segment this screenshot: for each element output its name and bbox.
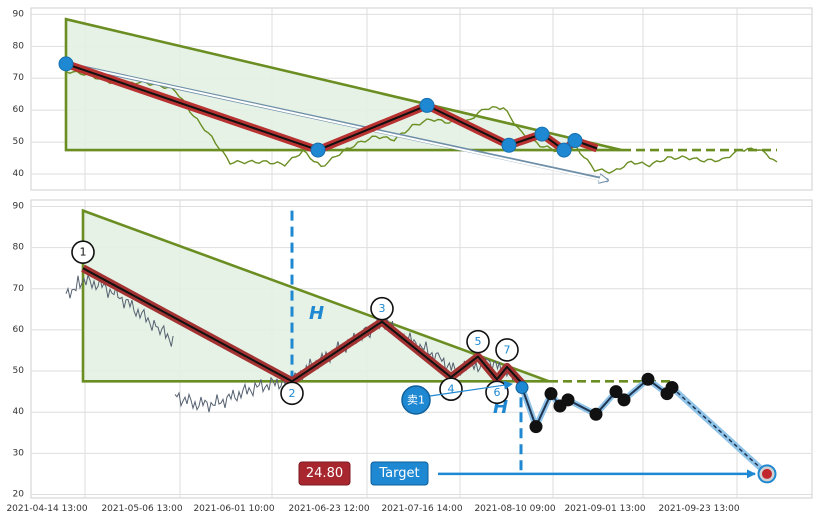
bottom-y-tick-label: 90 xyxy=(13,201,25,211)
pattern-point-circle xyxy=(280,381,304,406)
bottom-panel: 20 30 40 50 60 70 80 90 2021-04-14 13:00 2021-05… xyxy=(6,199,813,514)
top-pattern-points xyxy=(58,56,583,158)
sell-signal-label: 卖1 xyxy=(407,394,425,407)
top-y-tick-label: 40 xyxy=(13,169,25,179)
target-label-badge: Target xyxy=(370,461,429,486)
pattern-point-circle xyxy=(439,377,463,402)
x-tick-label: 2021-06-01 10:00 xyxy=(193,504,274,514)
top-pattern-point xyxy=(556,142,572,158)
pattern-point-circle xyxy=(466,329,490,354)
bottom-y-tick-label: 60 xyxy=(13,325,25,335)
forward-path-point xyxy=(589,407,603,421)
pattern-point-circle xyxy=(71,240,95,264)
forward-path-point xyxy=(544,387,558,401)
forward-path-point xyxy=(529,420,543,434)
bottom-triangle xyxy=(81,208,550,383)
bottom-y-tick-label: 50 xyxy=(13,366,25,376)
target-label-box xyxy=(370,461,429,486)
forward-path-points xyxy=(515,372,679,434)
pattern-point-label: 4 xyxy=(448,383,455,396)
x-tick-label: 2021-07-16 14:00 xyxy=(381,504,462,514)
top-y-tick-label: 50 xyxy=(13,137,25,147)
x-tick-label: 2021-09-23 13:00 xyxy=(658,504,739,514)
bottom-y-tick-label: 30 xyxy=(13,448,25,458)
sell-signal-arrow xyxy=(429,380,513,397)
top-pattern-point xyxy=(58,56,74,72)
target-point xyxy=(757,464,777,484)
bottom-y-axis: 20 30 40 50 60 70 80 90 xyxy=(13,201,25,499)
top-y-tick-label: 90 xyxy=(13,9,25,19)
top-projection-arrow-inner xyxy=(69,63,601,181)
sell-signal-badge: 卖1 xyxy=(401,385,431,415)
pattern-point-label: 2 xyxy=(289,387,296,400)
forward-path-point xyxy=(561,393,575,407)
forward-path-point xyxy=(609,385,623,399)
x-tick-label: 2021-09-01 13:00 xyxy=(564,504,645,514)
top-y-tick-label: 80 xyxy=(13,41,25,51)
pattern-point-labels: 1 2 3 4 5 6 7 xyxy=(71,240,519,406)
forward-path-point xyxy=(617,393,631,407)
x-tick-label: 2021-08-10 09:00 xyxy=(474,504,555,514)
top-y-tick-label: 70 xyxy=(13,73,25,83)
pattern-point-label: 3 xyxy=(379,302,386,315)
pattern-point-label: 1 xyxy=(80,246,87,259)
height-label-1: H xyxy=(309,303,324,324)
bottom-price-line xyxy=(65,273,174,347)
target-value-text: 24.80 xyxy=(306,466,343,481)
bottom-y-tick-label: 40 xyxy=(13,407,25,417)
target-projection-line-inner xyxy=(671,386,768,475)
bottom-pattern-line xyxy=(82,267,523,385)
bottom-y-tick-label: 70 xyxy=(13,284,25,294)
top-pattern-point xyxy=(567,133,583,149)
top-pattern-point xyxy=(534,126,550,142)
pattern-point-circle xyxy=(370,296,394,321)
sell-signal-circle xyxy=(401,385,431,415)
x-tick-label: 2021-04-14 13:00 xyxy=(6,504,87,514)
pattern-point-circle xyxy=(495,338,519,362)
x-tick-label: 2021-06-23 12:00 xyxy=(288,504,369,514)
top-pattern-point xyxy=(501,137,517,153)
top-panel: 40 50 60 70 80 90 xyxy=(13,7,813,191)
x-tick-label: 2021-05-06 13:00 xyxy=(101,504,182,514)
top-pattern-point xyxy=(310,142,326,158)
target-point-inner xyxy=(762,468,772,479)
top-y-tick-label: 60 xyxy=(13,105,25,115)
forward-path-point xyxy=(641,372,655,386)
pattern-point-label: 5 xyxy=(475,335,482,348)
forward-path-point xyxy=(665,381,679,395)
target-label-text: Target xyxy=(378,466,419,481)
bottom-y-tick-label: 80 xyxy=(13,243,25,253)
target-value-box xyxy=(298,461,351,486)
bottom-y-tick-label: 20 xyxy=(13,490,25,500)
pattern-point-label: 7 xyxy=(504,343,511,356)
bottom-x-axis: 2021-04-14 13:00 2021-05-06 13:00 2021-06-… xyxy=(6,504,739,514)
target-value-badge: 24.80 xyxy=(298,461,351,486)
pattern-point-label: 6 xyxy=(494,386,501,399)
top-y-axis: 40 50 60 70 80 90 xyxy=(13,9,25,179)
breakout-point xyxy=(515,381,529,395)
top-pattern-point xyxy=(419,97,435,113)
